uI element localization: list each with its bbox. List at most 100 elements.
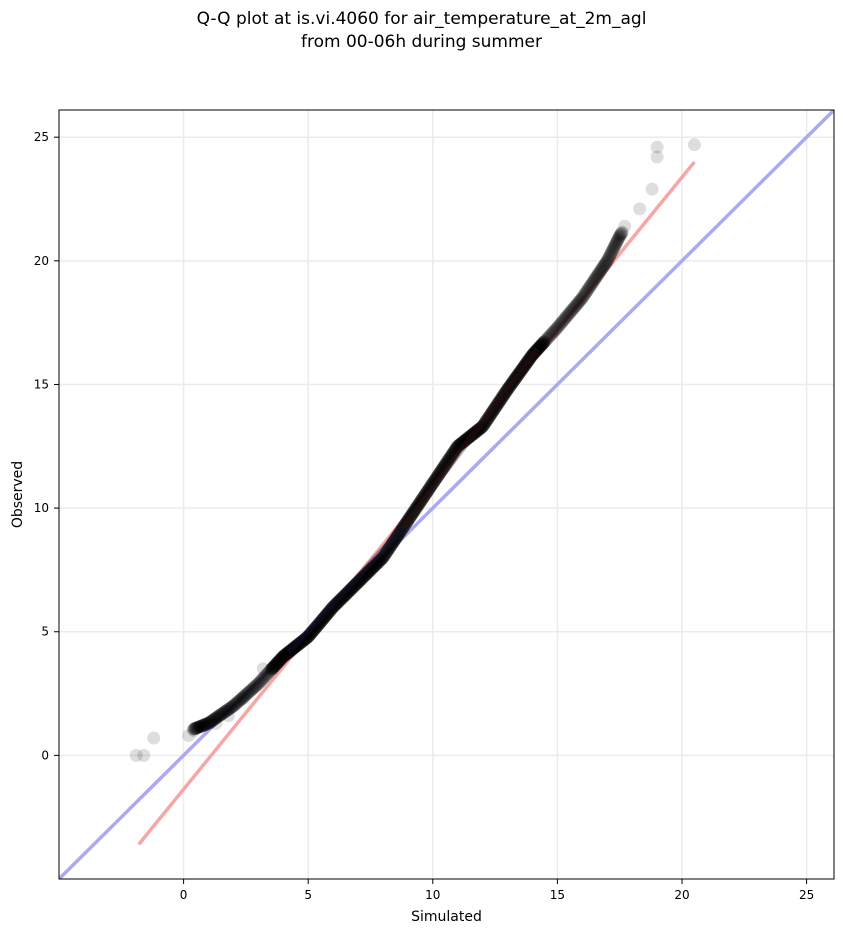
quantile-point bbox=[382, 542, 396, 556]
quantile-point bbox=[514, 363, 528, 377]
quantile-point bbox=[189, 721, 203, 735]
quantile-point bbox=[198, 718, 212, 732]
quantile-point bbox=[606, 242, 620, 256]
quantile-point bbox=[351, 575, 365, 589]
quantile-point bbox=[563, 305, 577, 319]
quantile-point bbox=[520, 356, 534, 370]
quantile-point bbox=[572, 295, 586, 309]
quantile-point bbox=[295, 635, 309, 649]
quantile-point bbox=[571, 296, 585, 310]
fit-line bbox=[137, 160, 696, 846]
y-tick-label: 15 bbox=[34, 377, 49, 391]
quantile-point bbox=[408, 503, 422, 517]
quantile-point bbox=[280, 646, 294, 660]
quantile-point bbox=[336, 590, 350, 604]
quantile-point bbox=[534, 339, 548, 353]
tail-point bbox=[187, 724, 201, 738]
tail-point bbox=[182, 729, 196, 743]
tail-point bbox=[687, 138, 701, 152]
quantile-point bbox=[552, 319, 566, 333]
quantile-point bbox=[584, 278, 598, 292]
quantile-point bbox=[415, 493, 429, 507]
quantile-point bbox=[569, 298, 583, 312]
quantile-point bbox=[560, 309, 574, 323]
quantile-point bbox=[200, 717, 214, 731]
quantile-point bbox=[550, 321, 564, 335]
quantile-point bbox=[321, 606, 335, 620]
quantile-point bbox=[514, 364, 528, 378]
quantile-point bbox=[265, 662, 279, 676]
quantile-point bbox=[241, 686, 255, 700]
quantile-point bbox=[289, 639, 303, 653]
quantile-point bbox=[239, 688, 253, 702]
quantile-point bbox=[190, 721, 204, 735]
quantile-point bbox=[516, 361, 530, 375]
quantile-point bbox=[600, 254, 614, 268]
quantile-point bbox=[215, 707, 229, 721]
quantile-point bbox=[498, 386, 512, 400]
quantile-point bbox=[450, 441, 464, 455]
quantile-point bbox=[241, 686, 255, 700]
quantile-point bbox=[187, 722, 201, 736]
quantile-point bbox=[583, 280, 597, 294]
quantile-point bbox=[393, 525, 407, 539]
quantile-point bbox=[611, 232, 625, 246]
quantile-point bbox=[562, 307, 576, 321]
quantile-point bbox=[245, 682, 259, 696]
quantile-point bbox=[503, 380, 517, 394]
quantile-point bbox=[409, 502, 423, 516]
quantile-point bbox=[440, 456, 454, 470]
quantile-point bbox=[220, 703, 234, 717]
quantile-point bbox=[574, 292, 588, 306]
quantile-point bbox=[586, 275, 600, 289]
quantile-point bbox=[277, 649, 291, 663]
quantile-point bbox=[364, 562, 378, 576]
quantile-point bbox=[587, 274, 601, 288]
quantile-point bbox=[326, 600, 340, 614]
y-tick-label: 5 bbox=[41, 625, 49, 639]
quantile-point bbox=[360, 566, 374, 580]
quantile-point bbox=[209, 711, 223, 725]
quantile-point bbox=[348, 578, 362, 592]
quantile-point bbox=[447, 445, 461, 459]
quantile-point bbox=[311, 617, 325, 631]
quantile-point bbox=[231, 695, 245, 709]
quantile-point bbox=[316, 612, 330, 626]
quantile-point bbox=[497, 388, 511, 402]
quantile-point bbox=[219, 704, 233, 718]
quantile-point bbox=[361, 565, 375, 579]
quantile-point bbox=[557, 312, 571, 326]
quantile-point bbox=[511, 368, 525, 382]
quantile-point bbox=[346, 580, 360, 594]
quantile-point bbox=[615, 225, 629, 239]
quantile-point bbox=[595, 261, 609, 275]
quantile-point bbox=[432, 466, 446, 480]
quantile-point bbox=[568, 299, 582, 313]
quantile-point bbox=[506, 374, 520, 388]
quantile-point bbox=[396, 520, 410, 534]
quantile-point bbox=[446, 447, 460, 461]
quantile-point bbox=[434, 463, 448, 477]
quantile-point bbox=[613, 228, 627, 242]
x-tick-label: 0 bbox=[180, 888, 188, 902]
quantile-point bbox=[197, 718, 211, 732]
quantile-point bbox=[367, 559, 381, 573]
quantile-point bbox=[238, 688, 252, 702]
quantile-point bbox=[261, 666, 275, 680]
quantile-point bbox=[188, 722, 202, 736]
x-tick-label: 25 bbox=[799, 888, 814, 902]
quantile-point bbox=[251, 677, 265, 691]
quantile-point bbox=[356, 570, 370, 584]
quantile-point bbox=[576, 291, 590, 305]
tail-point bbox=[221, 709, 235, 723]
quantile-point bbox=[424, 479, 438, 493]
quantile-point bbox=[493, 393, 507, 407]
quantile-point bbox=[609, 236, 623, 250]
tail-point bbox=[137, 748, 151, 762]
quantile-point bbox=[244, 684, 258, 698]
quantile-point bbox=[282, 645, 296, 659]
quantile-point bbox=[228, 698, 242, 712]
band-tint-low bbox=[286, 525, 406, 655]
quantile-point bbox=[541, 331, 555, 345]
quantile-point bbox=[368, 558, 382, 572]
